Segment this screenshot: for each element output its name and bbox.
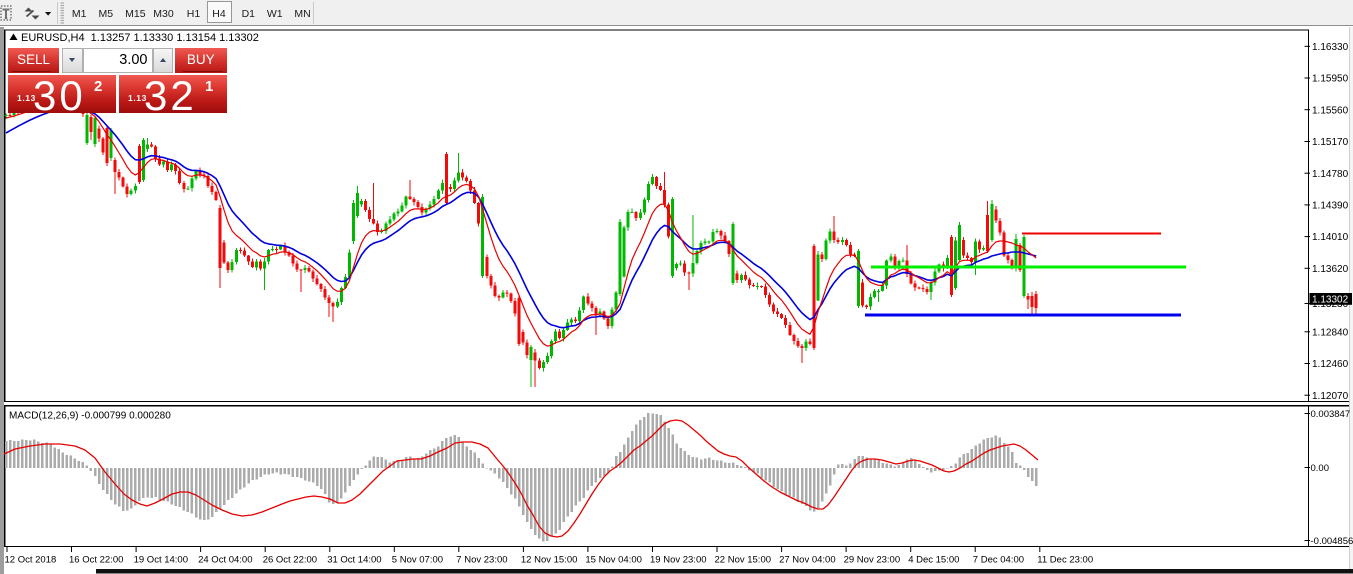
svg-text:1.14010: 1.14010 [1312, 232, 1349, 243]
svg-text:26 Oct 22:00: 26 Oct 22:00 [263, 555, 317, 566]
svg-text:1.14390: 1.14390 [1312, 201, 1349, 212]
svg-text:7 Nov 23:00: 7 Nov 23:00 [456, 555, 507, 566]
svg-text:24 Oct 04:00: 24 Oct 04:00 [198, 555, 252, 566]
svg-text:1.16330: 1.16330 [1312, 42, 1349, 53]
svg-text:1.13302: 1.13302 [1312, 295, 1349, 306]
svg-text:1.14780: 1.14780 [1312, 169, 1349, 180]
svg-text:22 Nov 15:00: 22 Nov 15:00 [715, 555, 772, 566]
svg-text:0.00: 0.00 [1311, 463, 1330, 474]
svg-text:1.15950: 1.15950 [1312, 74, 1349, 85]
svg-text:7 Dec 04:00: 7 Dec 04:00 [973, 555, 1024, 566]
svg-text:1.13620: 1.13620 [1312, 264, 1349, 275]
svg-text:16 Oct 22:00: 16 Oct 22:00 [69, 555, 123, 566]
svg-text:29 Nov 23:00: 29 Nov 23:00 [844, 555, 901, 566]
svg-text:19 Nov 23:00: 19 Nov 23:00 [650, 555, 707, 566]
svg-text:EURUSD,H4 1.13257 1.13330 1.1: EURUSD,H4 1.13257 1.13330 1.13154 1.1330… [21, 32, 259, 44]
svg-text:12 Nov 15:00: 12 Nov 15:00 [521, 555, 578, 566]
svg-text:0.003847: 0.003847 [1311, 409, 1351, 420]
svg-text:1.15560: 1.15560 [1312, 105, 1349, 116]
svg-text:12 Oct 2018: 12 Oct 2018 [5, 555, 57, 566]
svg-text:19 Oct 14:00: 19 Oct 14:00 [134, 555, 188, 566]
svg-text:31 Oct 14:00: 31 Oct 14:00 [327, 555, 381, 566]
svg-text:1.15170: 1.15170 [1312, 137, 1349, 148]
svg-text:1.12070: 1.12070 [1312, 391, 1349, 402]
svg-text:1.12840: 1.12840 [1312, 327, 1349, 338]
svg-text:4 Dec 15:00: 4 Dec 15:00 [908, 555, 959, 566]
svg-text:-0.004856: -0.004856 [1311, 536, 1353, 547]
svg-text:MACD(12,26,9) -0.000799 0.0002: MACD(12,26,9) -0.000799 0.000280 [9, 411, 171, 422]
svg-text:27 Nov 04:00: 27 Nov 04:00 [779, 555, 836, 566]
svg-text:1.12460: 1.12460 [1312, 359, 1349, 370]
svg-text:11 Dec 23:00: 11 Dec 23:00 [1037, 555, 1093, 566]
svg-text:5 Nov 07:00: 5 Nov 07:00 [392, 555, 443, 566]
svg-text:15 Nov 04:00: 15 Nov 04:00 [585, 555, 642, 566]
